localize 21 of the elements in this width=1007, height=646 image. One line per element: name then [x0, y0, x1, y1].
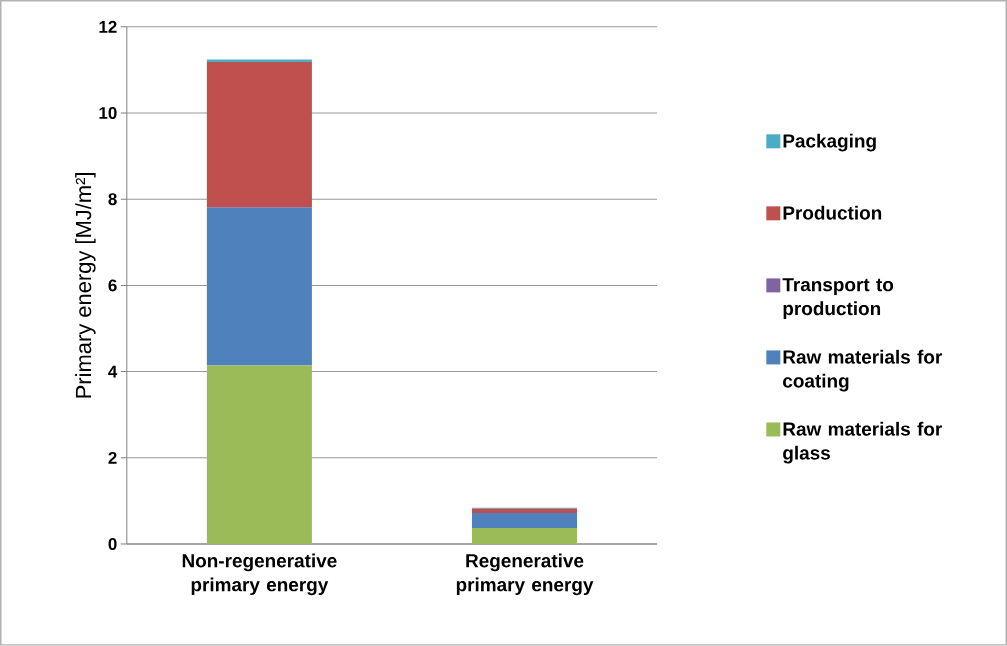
- bar: [471, 508, 578, 514]
- legend-label: Packaging: [783, 133, 876, 152]
- y-axis-title: Primary energy [MJ/m²]: [75, 173, 96, 398]
- legend-label: Raw materials for glass: [783, 421, 942, 464]
- y-tick-label: 10: [99, 107, 117, 120]
- y-tick-label: 4: [108, 365, 118, 378]
- y-tick-label: 6: [108, 279, 117, 292]
- bar: [206, 207, 312, 366]
- legend-label: Raw materials for coating: [783, 349, 942, 392]
- bar: [206, 365, 312, 545]
- y-tick-label: 2: [108, 451, 117, 464]
- bar: [471, 513, 578, 529]
- legend-label: Transport to production: [782, 278, 894, 320]
- x-tick-label: Regenerative primary energy: [456, 553, 594, 596]
- bar: [471, 528, 578, 545]
- y-tick-label: 12: [99, 20, 117, 33]
- legend-label: Production: [783, 205, 882, 220]
- y-tick-label: 8: [108, 193, 117, 206]
- y-tick-label: 0: [108, 538, 117, 551]
- bar: [206, 62, 312, 208]
- x-tick-label: Non-regenerative primary energy: [182, 553, 337, 596]
